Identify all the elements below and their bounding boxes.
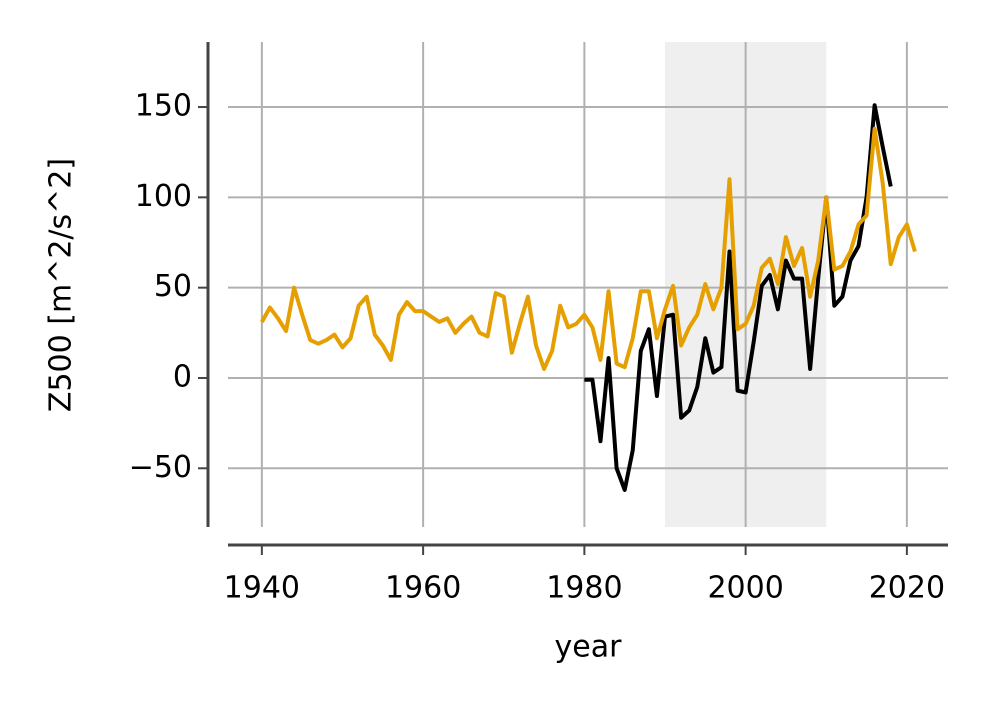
x-tick-label: 1980	[546, 571, 622, 606]
x-axis-label: year	[555, 630, 623, 665]
series-line	[584, 103, 893, 492]
y-tick-label: 0	[173, 359, 192, 394]
x-tick-label: 2020	[869, 571, 945, 606]
y-tick-label: 100	[135, 179, 192, 214]
x-tick-label: 2000	[707, 571, 783, 606]
y-tick-label: 50	[154, 269, 192, 304]
y-tick-label: −50	[129, 450, 192, 485]
y-axis-label: Z500 [m^2/s^2]	[44, 158, 79, 412]
x-tick-label: 1960	[385, 571, 461, 606]
x-tick-label: 1940	[224, 571, 300, 606]
y-tick-label: 150	[135, 89, 192, 124]
series-line	[260, 126, 917, 371]
